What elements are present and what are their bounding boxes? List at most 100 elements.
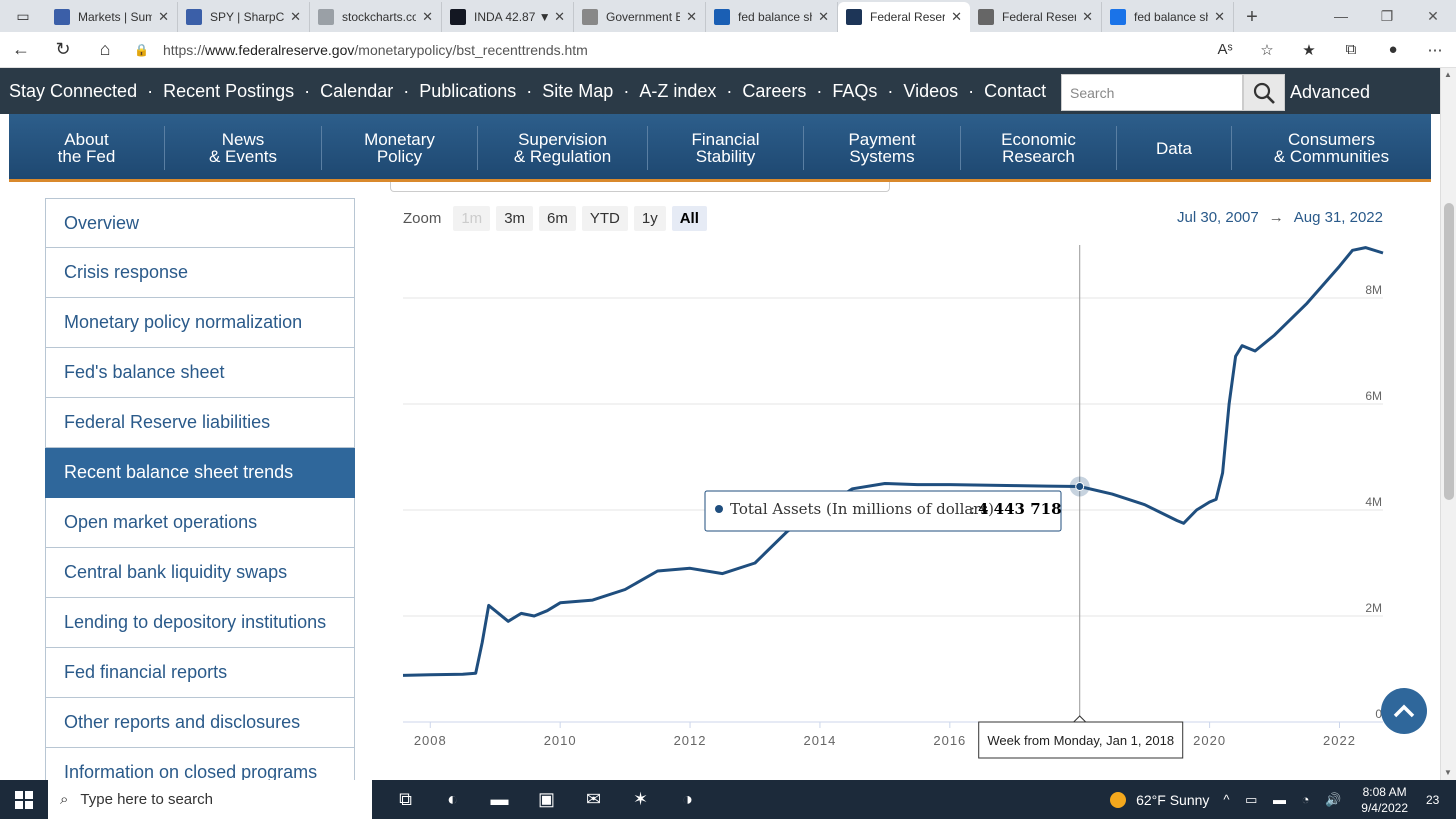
search-button[interactable] [1243, 74, 1285, 111]
close-tab-icon[interactable]: ✕ [554, 9, 565, 24]
main-nav-item[interactable]: News & Events [165, 126, 322, 170]
main-nav-item[interactable]: About the Fed [9, 126, 165, 170]
sidebar-item[interactable]: Fed financial reports [45, 648, 355, 698]
browser-tab[interactable]: Federal Reserv ✕ [970, 2, 1102, 32]
more-menu-icon[interactable]: ⋯ [1427, 41, 1443, 59]
sidebar-item[interactable]: Crisis response [45, 248, 355, 298]
scroll-to-top-button[interactable] [1381, 688, 1427, 734]
new-tab-button[interactable]: + [1246, 5, 1258, 28]
file-explorer-icon[interactable]: ▬ [490, 789, 509, 809]
zoom-button[interactable]: 3m [496, 206, 534, 231]
sidebar-item[interactable]: Federal Reserve liabilities [45, 398, 355, 448]
sidebar-item[interactable]: Other reports and disclosures [45, 698, 355, 748]
tooltip-series-dot [715, 505, 723, 513]
taskbar: ⌕ Type here to search ⧉ ◐ ▬ ▣ ✉ ✶ ◑ 62°F Sunny… [0, 780, 1456, 819]
browser-tab[interactable]: stockcharts.co ✕ [310, 2, 442, 32]
main-nav-item[interactable]: Economic Research [961, 126, 1117, 170]
site-search-input[interactable]: Search [1061, 74, 1243, 111]
task-view-icon[interactable]: ⧉ [399, 789, 412, 809]
lock-icon[interactable]: 🔒 [134, 42, 149, 57]
main-nav-item[interactable]: Monetary Policy [322, 126, 478, 170]
edge-dev-icon[interactable]: ◑ [682, 789, 693, 809]
back-button[interactable]: ← [12, 39, 30, 59]
weather-widget[interactable]: 62°F Sunny [1110, 791, 1209, 808]
utility-link[interactable]: Calendar [320, 80, 394, 101]
nav-label-line2: Stability [695, 147, 756, 166]
read-aloud-icon[interactable]: Aˢ [1217, 40, 1233, 58]
browser-tab[interactable]: INDA 42.87 ▼ ✕ [442, 2, 574, 32]
minimize-icon[interactable]: — [1334, 8, 1348, 24]
close-tab-icon[interactable]: ✕ [290, 9, 301, 24]
range-to-input[interactable]: Aug 31, 2022 [1293, 209, 1383, 226]
url-field[interactable]: 🔒 https://www.federalreserve.gov/monetar… [134, 36, 1204, 64]
home-button[interactable]: ⌂ [99, 39, 111, 59]
nav-label-line1: Economic [1001, 130, 1076, 149]
sidebar-item[interactable]: Recent balance sheet trends [45, 448, 355, 498]
robinhood-icon[interactable]: ✶ [632, 789, 649, 809]
sidebar-item[interactable]: Monetary policy normalization [45, 298, 355, 348]
scrollbar-thumb[interactable] [1444, 203, 1454, 500]
chart-plot[interactable]: 02M4M6M8M2008201020122014201620182020202… [390, 182, 1400, 780]
utility-link[interactable]: Publications [419, 80, 517, 101]
store-icon[interactable]: ▣ [537, 789, 555, 809]
collections-icon[interactable]: ⧉ [1345, 40, 1357, 58]
sidebar-item[interactable]: Central bank liquidity swaps [45, 548, 355, 598]
tab-title: Federal Reserv [870, 10, 946, 24]
browser-tab[interactable]: fed balance sh ✕ [1102, 2, 1234, 32]
range-from-input[interactable]: Jul 30, 2007 [1177, 209, 1259, 226]
zoom-button[interactable]: 6m [539, 206, 576, 231]
main-nav-item[interactable]: Data [1117, 126, 1232, 170]
add-favorite-icon[interactable]: ☆ [1260, 41, 1274, 59]
utility-link[interactable]: Contact [984, 80, 1047, 101]
tab-actions-icon[interactable]: ▭ [16, 7, 30, 24]
edge-icon[interactable]: ◐ [447, 789, 458, 809]
close-tab-icon[interactable]: ✕ [686, 9, 697, 24]
sidebar-item[interactable]: Open market operations [45, 498, 355, 548]
system-tray-icons[interactable]: ^ ▭ ▬ ◔ 🔊 [1223, 791, 1348, 807]
main-nav-item[interactable]: Financial Stability [648, 126, 804, 170]
utility-link[interactable]: Careers [742, 80, 807, 101]
close-tab-icon[interactable]: ✕ [158, 9, 169, 24]
close-tab-icon[interactable]: ✕ [1082, 9, 1093, 24]
close-tab-icon[interactable]: ✕ [422, 9, 433, 24]
utility-link[interactable]: Stay Connected [9, 80, 138, 101]
browser-tab[interactable]: Federal Reserv ✕ [838, 2, 970, 32]
advanced-search-link[interactable]: Advanced [1290, 82, 1371, 102]
browser-tab[interactable]: Markets | Sum ✕ [46, 2, 178, 32]
close-window-icon[interactable]: ✕ [1427, 7, 1439, 24]
refresh-button[interactable]: ↻ [55, 39, 71, 59]
browser-tab[interactable]: SPY | SharpCh ✕ [178, 2, 310, 32]
utility-link[interactable]: Videos [903, 80, 959, 101]
scroll-down-icon[interactable]: ▼ [1444, 768, 1452, 777]
sidebar-item[interactable]: Fed's balance sheet [45, 348, 355, 398]
zoom-button[interactable]: 1y [633, 206, 666, 231]
restore-icon[interactable]: ❐ [1380, 7, 1394, 24]
close-tab-icon[interactable]: ✕ [818, 9, 829, 24]
favorites-icon[interactable]: ★ [1302, 41, 1316, 59]
utility-link[interactable]: A-Z index [639, 80, 717, 101]
utility-link[interactable]: FAQs [832, 80, 878, 101]
main-nav: About the Fed News & Events Monetary Policy Su… [9, 114, 1431, 182]
sidebar-item[interactable]: Lending to depository institutions [45, 598, 355, 648]
sidebar-item[interactable]: Overview [45, 198, 355, 248]
browser-tab[interactable]: Government B ✕ [574, 2, 706, 32]
clock[interactable]: 8:08 AM 9/4/2022 [1361, 784, 1408, 816]
main-nav-item[interactable]: Supervision & Regulation [478, 126, 648, 170]
main-nav-item[interactable]: Consumers & Communities [1232, 126, 1431, 170]
url-prefix: https:// [162, 41, 205, 58]
zoom-button[interactable]: All [671, 206, 707, 231]
start-button[interactable] [0, 780, 48, 819]
utility-link[interactable]: Site Map [542, 80, 614, 101]
browser-tab[interactable]: fed balance sh ✕ [706, 2, 838, 32]
notification-center-button[interactable]: 23 [1426, 793, 1456, 807]
close-tab-icon[interactable]: ✕ [951, 9, 962, 24]
profile-avatar[interactable]: ● [1388, 40, 1398, 58]
utility-link[interactable]: Recent Postings [163, 80, 295, 101]
main-nav-item[interactable]: Payment Systems [804, 126, 961, 170]
close-tab-icon[interactable]: ✕ [1214, 9, 1225, 24]
taskbar-search[interactable]: ⌕ Type here to search [48, 780, 372, 819]
scroll-up-icon[interactable]: ▲ [1444, 70, 1452, 79]
zoom-button[interactable]: YTD [581, 206, 628, 231]
mail-icon[interactable]: ✉ [585, 789, 602, 809]
page-scrollbar[interactable]: ▲ ▼ [1440, 68, 1456, 780]
